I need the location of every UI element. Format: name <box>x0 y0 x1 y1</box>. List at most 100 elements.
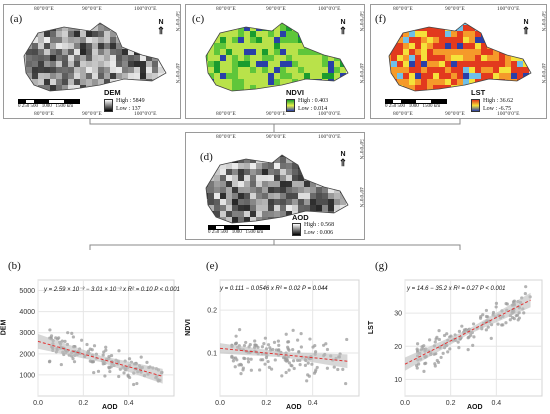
raster-cell <box>310 169 317 176</box>
raster-cell <box>220 91 226 97</box>
raster-cell <box>232 163 239 170</box>
raster-cell <box>24 37 27 44</box>
data-point <box>59 362 63 367</box>
raster-cell <box>298 61 305 68</box>
raster-cell <box>220 43 227 50</box>
raster-cell <box>232 199 239 206</box>
raster-cell <box>403 61 410 68</box>
x-tick-label: 0.0 <box>400 400 410 407</box>
raster-cell <box>250 67 257 74</box>
raster-cell <box>256 61 263 68</box>
raster-cell <box>50 79 57 86</box>
raster-cell <box>134 37 141 44</box>
raster-cell <box>196 205 202 211</box>
raster-cell <box>190 37 196 43</box>
raster-cell <box>286 23 293 26</box>
raster-cell <box>511 73 518 80</box>
raster-cell <box>190 199 196 205</box>
raster-cell <box>68 85 75 91</box>
raster-cell <box>274 31 281 38</box>
data-point <box>322 343 326 347</box>
raster-cell <box>232 91 238 97</box>
raster-cell <box>32 43 39 50</box>
raster-cell <box>298 175 305 182</box>
raster-cell <box>328 199 335 206</box>
raster-cell <box>140 91 146 97</box>
raster-cell <box>280 79 287 86</box>
raster-cell <box>38 67 45 74</box>
raster-cell <box>433 37 440 44</box>
raster-cell <box>38 25 45 32</box>
raster-cell <box>226 31 233 38</box>
data-point <box>266 359 270 364</box>
raster-cell <box>286 169 293 176</box>
panel-label: (g) <box>375 260 388 272</box>
raster-cell <box>298 23 305 26</box>
raster-cell <box>8 85 14 91</box>
raster-cell <box>262 67 269 74</box>
raster-cell <box>128 49 135 56</box>
raster-cell <box>122 85 129 91</box>
legend-ramp <box>104 99 113 112</box>
raster-cell <box>499 73 506 80</box>
map-ndvi: (c) N ⇑ 80°0'0"E 90°0'0"E 100°0'0"E 80°0'… <box>185 4 365 119</box>
raster-cell <box>286 205 293 212</box>
raster-cell <box>310 193 317 200</box>
raster-cell <box>232 61 239 68</box>
raster-cell <box>389 25 392 32</box>
raster-cell <box>8 49 14 55</box>
raster-cell <box>262 155 269 158</box>
raster-cell <box>62 43 69 50</box>
raster-cell <box>134 23 141 26</box>
raster-cell <box>286 79 293 86</box>
raster-cell <box>379 55 385 61</box>
raster-cell <box>86 23 93 26</box>
raster-cell <box>328 43 335 50</box>
raster-cell <box>104 25 111 32</box>
raster-cell <box>98 43 105 50</box>
raster-cell <box>256 155 263 158</box>
data-point <box>284 359 289 363</box>
raster-cell <box>226 187 233 194</box>
raster-cell <box>190 157 196 163</box>
raster-cell <box>8 43 14 49</box>
raster-cell <box>232 31 239 38</box>
raster-cell <box>280 73 287 80</box>
raster-cell <box>244 205 251 212</box>
y-tick-label: 30 <box>394 311 402 318</box>
raster-cell <box>457 79 464 86</box>
data-point <box>508 318 512 322</box>
raster-cell <box>280 67 287 74</box>
raster-cell <box>196 181 202 187</box>
raster-cell <box>140 73 147 80</box>
raster-cell <box>475 67 482 74</box>
raster-cell <box>316 37 323 44</box>
raster-cell <box>208 187 215 194</box>
raster-cell <box>238 169 245 176</box>
data-point <box>442 333 447 338</box>
data-point <box>108 369 112 374</box>
raster-cell <box>379 37 385 43</box>
raster-cell <box>226 163 233 170</box>
raster-cell <box>214 157 221 164</box>
raster-cell <box>316 205 323 212</box>
raster-cell <box>98 31 105 38</box>
raster-cell <box>391 31 398 38</box>
raster-cell <box>116 61 123 68</box>
raster-cell <box>292 205 299 212</box>
raster-cell <box>214 49 221 56</box>
raster-cell <box>244 169 251 176</box>
raster-cell <box>304 25 311 32</box>
raster-cell <box>322 37 329 44</box>
raster-cell <box>389 31 392 38</box>
raster-cell <box>304 55 311 62</box>
legend-title: LST <box>471 88 486 97</box>
raster-cell <box>292 73 299 80</box>
raster-cell <box>262 175 269 182</box>
raster-cell <box>8 25 14 31</box>
raster-cell <box>286 163 293 170</box>
raster-cell <box>316 91 322 97</box>
raster-cell <box>98 67 105 74</box>
data-point <box>57 336 61 340</box>
raster-cell <box>451 55 458 62</box>
